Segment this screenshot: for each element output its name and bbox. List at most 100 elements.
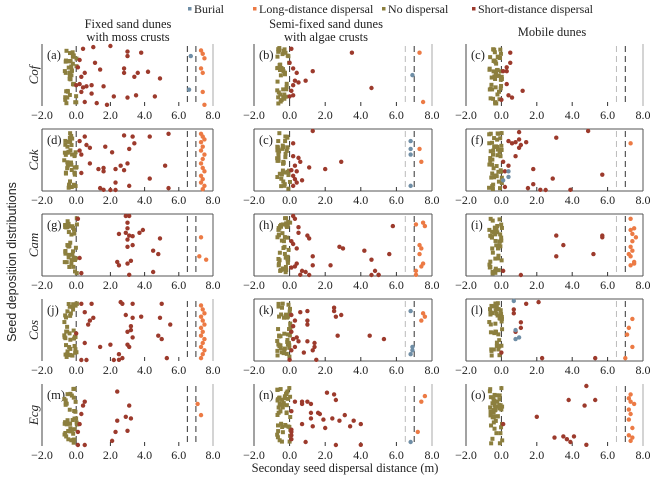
point-short-distance [305,339,310,344]
point-no-dispersal [499,148,504,153]
point-short-distance [372,268,378,274]
point-no-dispersal [493,76,498,81]
point-short-distance [289,265,294,270]
point-short-distance [128,416,134,421]
point-short-distance [351,418,356,423]
point-no-dispersal [64,354,69,359]
point-no-dispersal [64,101,69,106]
x-tick-label: 4.0 [565,193,580,207]
point-no-dispersal [497,353,502,358]
point-long-distance [623,355,628,361]
point-burial [408,439,413,445]
point-no-dispersal [287,179,292,184]
point-short-distance [518,320,524,325]
point-short-distance [166,131,171,136]
point-no-dispersal [73,150,78,155]
point-short-distance [292,344,298,350]
point-long-distance [202,336,207,342]
point-no-dispersal [276,149,281,154]
point-short-distance [113,187,118,193]
point-no-dispersal [283,314,288,319]
point-no-dispersal [65,166,70,171]
point-no-dispersal [488,156,493,161]
point-short-distance [308,401,314,407]
point-no-dispersal [70,224,75,229]
point-long-distance [202,311,207,316]
point-no-dispersal [288,321,293,326]
point-no-dispersal [285,254,290,259]
point-short-distance [367,333,372,338]
point-long-distance [415,429,420,435]
point-no-dispersal [279,238,284,243]
panel-label: (k) [259,303,274,317]
point-short-distance [130,134,135,139]
point-long-distance [626,407,632,412]
point-no-dispersal [275,54,280,59]
point-no-dispersal [278,268,283,273]
point-short-distance [362,248,367,253]
point-no-dispersal [74,271,79,276]
point-long-distance [200,156,205,162]
point-no-dispersal [498,136,503,141]
point-no-dispersal [494,243,499,248]
point-no-dispersal [280,301,285,306]
point-short-distance [511,307,516,312]
x-tick-label: 4.0 [565,363,580,377]
point-short-distance [108,43,113,49]
point-no-dispersal [284,148,289,153]
point-no-dispersal [491,396,496,401]
point-no-dispersal [276,95,281,100]
point-short-distance [125,161,130,166]
point-no-dispersal [499,312,504,317]
point-no-dispersal [493,308,498,313]
point-no-dispersal [69,64,74,69]
point-no-dispersal [285,389,290,394]
legend-marker [382,7,386,11]
point-long-distance [413,222,419,227]
point-no-dispersal [493,238,498,243]
x-tick-label: 4.0 [565,448,580,462]
point-short-distance [506,138,511,144]
point-short-distance [323,166,328,172]
point-no-dispersal [493,85,498,90]
point-short-distance [513,140,518,145]
point-no-dispersal [68,70,73,75]
point-no-dispersal [64,401,69,406]
point-no-dispersal [487,185,492,190]
point-short-distance [156,333,161,338]
x-tick-label: 2.0 [529,363,544,377]
point-no-dispersal [73,399,78,404]
point-short-distance [145,69,151,74]
x-tick-label: −2.0 [31,363,53,377]
point-no-dispersal [492,392,497,397]
point-short-distance [156,251,161,257]
x-tick-label: 2.0 [318,193,333,207]
x-tick-label: 2.0 [318,448,333,462]
point-long-distance [200,89,205,95]
point-short-distance [306,165,312,170]
point-no-dispersal [275,398,280,403]
point-no-dispersal [65,95,70,100]
point-no-dispersal [500,327,505,332]
point-short-distance [290,241,296,247]
point-short-distance [333,442,339,448]
point-no-dispersal [64,343,69,348]
point-long-distance [198,140,204,145]
point-no-dispersal [492,136,497,141]
point-no-dispersal [68,148,73,153]
point-short-distance [516,129,522,135]
x-tick-label: 6.0 [171,448,186,462]
point-no-dispersal [491,408,496,413]
x-tick-label: 0.0 [282,363,297,377]
point-long-distance [202,56,207,61]
point-short-distance [287,94,292,99]
point-short-distance [113,166,118,172]
point-burial [408,308,413,314]
point-short-distance [349,50,355,55]
point-no-dispersal [499,74,504,79]
point-no-dispersal [492,400,497,405]
point-short-distance [125,95,130,100]
point-long-distance [628,392,633,397]
point-no-dispersal [276,49,281,54]
point-no-dispersal [282,92,287,97]
